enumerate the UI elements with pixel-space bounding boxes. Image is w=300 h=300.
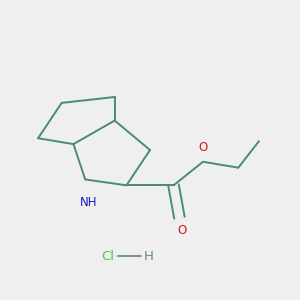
Text: O: O <box>178 224 187 237</box>
Text: Cl: Cl <box>102 250 115 262</box>
Text: O: O <box>198 141 208 154</box>
Text: H: H <box>144 250 154 262</box>
Text: NH: NH <box>80 196 97 208</box>
